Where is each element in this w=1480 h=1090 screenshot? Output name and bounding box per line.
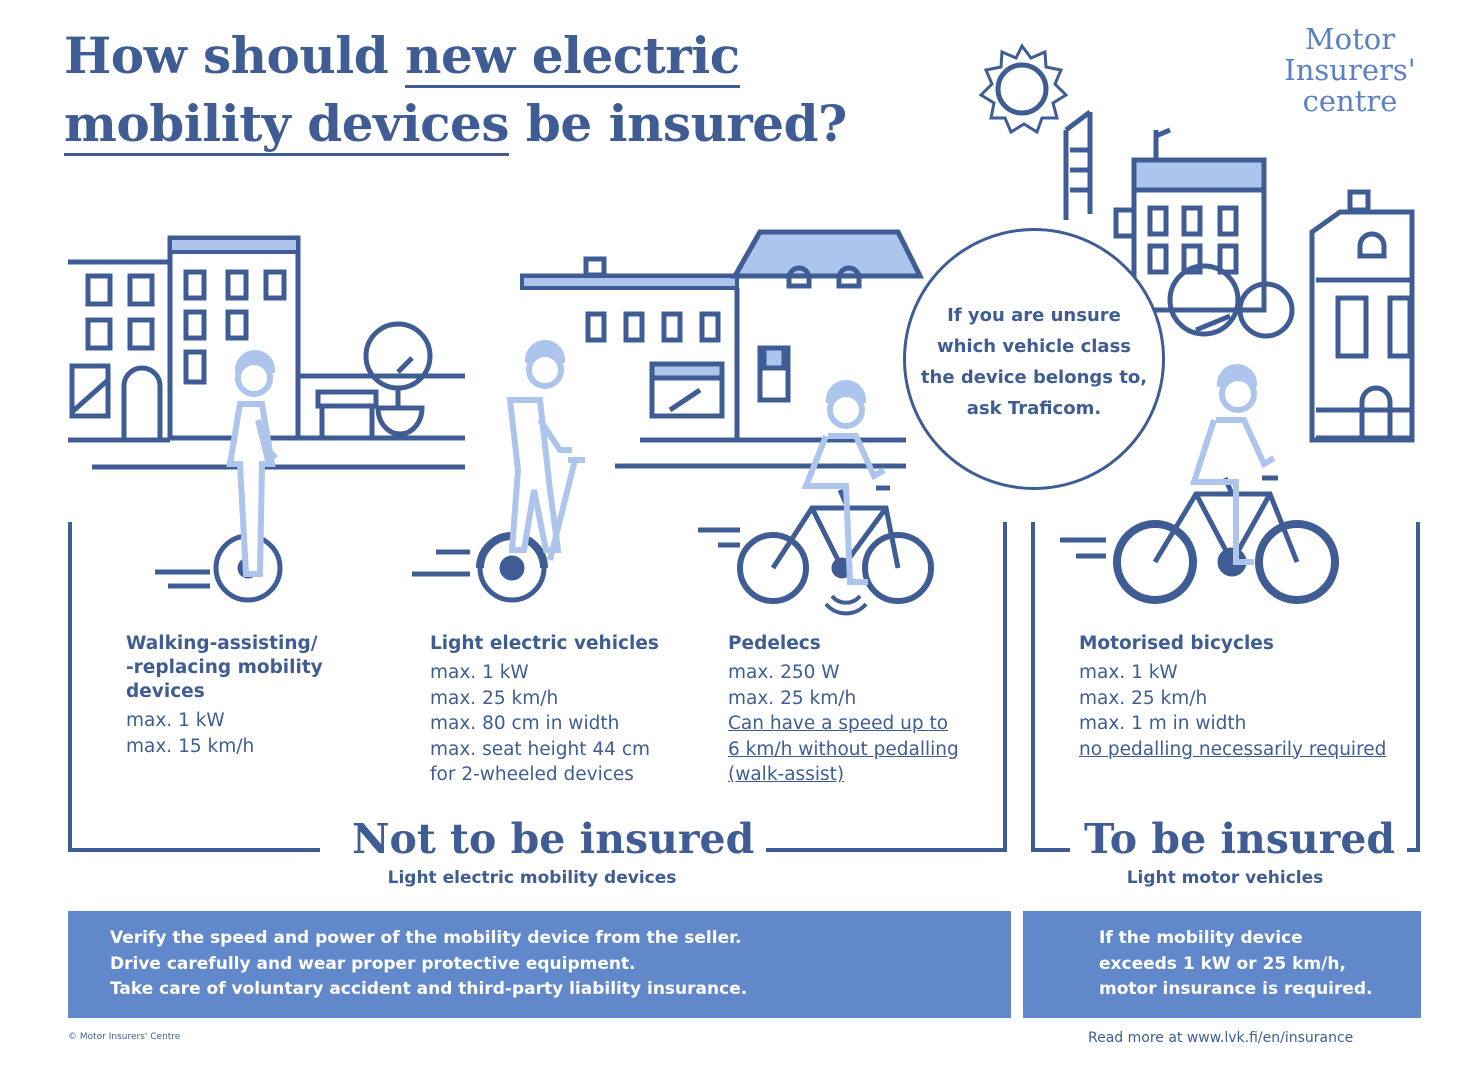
category-specs: max. 1 kW max. 25 km/h max. 80 cm in wid… (430, 660, 710, 788)
category-title: Motorised bicycles (1079, 633, 1274, 654)
requirement-line: exceeds 1 kW or 25 km/h, (1099, 953, 1346, 974)
advice-line: Verify the speed and power of the mobili… (110, 928, 742, 948)
read-more-link[interactable]: Read more at www.lvk.fi/en/insurance (1088, 1030, 1354, 1046)
category-specs: max. 1 kW max. 25 km/h max. 1 m in width… (1079, 660, 1409, 762)
not-insured-heading: Not to be insured (340, 815, 767, 863)
insured-subheading: Light motor vehicles (1126, 868, 1324, 888)
category-title: Walking-assisting/ -replacing mobility d… (126, 632, 366, 704)
category-title-line: Walking-assisting/ (126, 633, 318, 654)
logo-line: Insurers' (1284, 53, 1416, 87)
spec-item: max. 250 W (728, 662, 840, 683)
page-title: How should new electric mobility devices… (64, 22, 847, 158)
category-title: Light electric vehicles (430, 633, 659, 654)
spec-item: max. 1 kW (126, 710, 225, 731)
title-text: How should (64, 26, 406, 85)
spec-note: Can have a speed up to (728, 713, 949, 734)
bubble-line: which vehicle class (936, 336, 1132, 357)
spec-item: for 2-wheeled devices (430, 764, 634, 785)
category-walking-devices: Walking-assisting/ -replacing mobility d… (126, 632, 366, 759)
category-title-line: devices (126, 681, 205, 702)
spec-note: (walk-assist) (728, 764, 845, 785)
spec-note: 6 km/h without pedalling (728, 738, 959, 760)
category-specs: max. 1 kW max. 15 km/h (126, 708, 366, 759)
left-buildings (68, 235, 465, 470)
category-pedelecs: Pedelecs max. 250 W max. 25 km/h Can hav… (728, 632, 998, 788)
spec-item: max. 25 km/h (728, 687, 857, 709)
title-text: be insured? (508, 94, 847, 153)
bubble-line: the device belongs to, (920, 367, 1148, 388)
title-underlined: new electric (405, 26, 740, 88)
not-insured-subheading: Light electric mobility devices (387, 868, 677, 888)
logo-line: centre (1302, 84, 1398, 118)
title-underlined: mobility devices (64, 94, 509, 156)
spec-item: max. seat height 44 cm (430, 738, 651, 760)
spec-item: max. 25 km/h (1079, 687, 1208, 709)
spec-item: max. 80 cm in width (430, 713, 620, 734)
category-title-line: -replacing mobility (126, 657, 323, 678)
segway-rider-icon (412, 340, 585, 603)
spec-item: max. 1 kW (1079, 662, 1178, 683)
advice-line: Take care of voluntary accident and thir… (110, 979, 748, 999)
spec-note: no pedalling necessarily required (1079, 738, 1387, 760)
requirement-line: motor insurance is required. (1099, 979, 1373, 999)
spec-item: max. 25 km/h (430, 687, 559, 709)
spec-item: max. 15 km/h (126, 735, 255, 757)
spec-item: max. 1 kW (430, 662, 529, 683)
advice-box: Verify the speed and power of the mobili… (68, 911, 1011, 1018)
spec-item: max. 1 m in width (1079, 713, 1247, 734)
motorised-bicycle-icon (1060, 364, 1339, 604)
unicycle-rider-icon (155, 350, 283, 603)
info-bubble (903, 228, 1165, 490)
insured-heading: To be insured (1072, 815, 1408, 863)
info-bubble-text: If you are unsure which vehicle class th… (903, 300, 1165, 424)
advice-line: Drive carefully and wear proper protecti… (110, 953, 636, 974)
bubble-line: If you are unsure (947, 305, 1121, 326)
pedelec-icon (698, 380, 934, 616)
logo: Motor Insurers' centre (1270, 24, 1430, 117)
right-buildings (1063, 110, 1415, 443)
category-light-electric-vehicles: Light electric vehicles max. 1 kW max. 2… (430, 632, 710, 788)
logo-line: Motor (1304, 22, 1396, 56)
copyright: © Motor Insurers' Centre (68, 1032, 181, 1042)
sun-icon (978, 43, 1069, 135)
bubble-line: ask Traficom. (966, 398, 1102, 419)
category-title: Pedelecs (728, 633, 821, 654)
insurance-required-box: If the mobility device exceeds 1 kW or 2… (1023, 911, 1421, 1018)
middle-buildings (520, 229, 925, 469)
category-specs: max. 250 W max. 25 km/h Can have a speed… (728, 660, 998, 788)
category-motorised-bicycles: Motorised bicycles max. 1 kW max. 25 km/… (1079, 632, 1409, 762)
requirement-line: If the mobility device (1099, 928, 1303, 948)
